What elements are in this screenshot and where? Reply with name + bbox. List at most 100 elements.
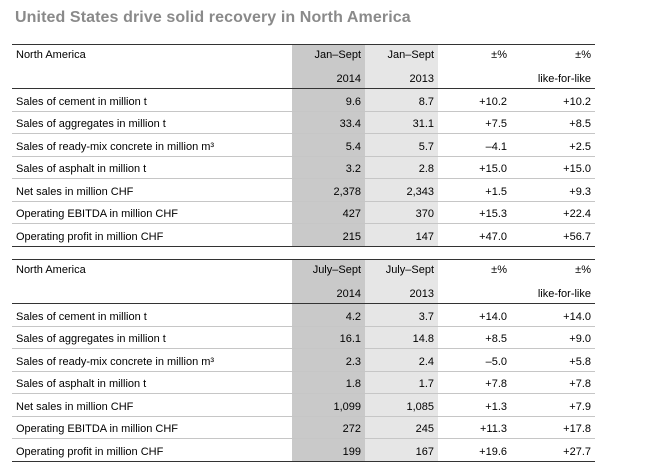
table-row: Sales of asphalt in million t 1.8 1.7 +7.8 +…	[12, 371, 595, 394]
value-2014: 3.2	[292, 156, 365, 179]
table-july-sept: North America July–Sept July–Sept ±% ±% 2014 2…	[12, 259, 595, 462]
row-label: Operating EBITDA in million CHF	[12, 201, 292, 224]
value-2013: 2.4	[365, 348, 438, 372]
value-2013: 2.8	[365, 156, 438, 179]
col-lfl-change-label: ±%	[511, 44, 595, 67]
table-row: Operating EBITDA in million CHF 427 370 +15…	[12, 201, 595, 224]
region-label: North America	[12, 259, 292, 282]
col-2014-year: 2014	[292, 281, 365, 304]
row-label: Operating EBITDA in million CHF	[12, 416, 292, 439]
table-row: Sales of aggregates in million t 16.1 14.8…	[12, 326, 595, 349]
value-lfl-change: +27.7	[511, 438, 595, 462]
value-2014: 16.1	[292, 326, 365, 349]
value-lfl-change: +9.3	[511, 178, 595, 202]
col-lfl-change-label: ±%	[511, 259, 595, 282]
value-2014: 4.2	[292, 303, 365, 327]
value-2014: 2,378	[292, 178, 365, 202]
value-change: +15.0	[438, 156, 511, 179]
col-change-label: ±%	[438, 259, 511, 282]
value-2013: 167	[365, 438, 438, 462]
row-label: Sales of cement in million t	[12, 88, 292, 112]
value-2013: 370	[365, 201, 438, 224]
col-lfl-sub: like-for-like	[511, 281, 595, 304]
value-change: +1.5	[438, 178, 511, 202]
value-2014: 9.6	[292, 88, 365, 112]
value-change: +11.3	[438, 416, 511, 439]
row-label: Net sales in million CHF	[12, 393, 292, 417]
value-lfl-change: +7.9	[511, 393, 595, 417]
col-change-sub	[438, 66, 511, 89]
col-change-sub	[438, 281, 511, 304]
table-row: Net sales in million CHF 1,099 1,085 +1.3 +7…	[12, 393, 595, 417]
value-2014: 427	[292, 201, 365, 224]
col-2013-period: Jan–Sept	[365, 44, 438, 67]
col-change-label: ±%	[438, 44, 511, 67]
value-lfl-change: +5.8	[511, 348, 595, 372]
row-label: Operating profit in million CHF	[12, 438, 292, 462]
row-label: Operating profit in million CHF	[12, 223, 292, 247]
value-change: +10.2	[438, 88, 511, 112]
value-lfl-change: +7.8	[511, 371, 595, 394]
col-2013-year: 2013	[365, 281, 438, 304]
table-row: Sales of ready-mix concrete in million m…	[12, 133, 595, 157]
value-2014: 215	[292, 223, 365, 247]
row-label: Sales of asphalt in million t	[12, 371, 292, 394]
header-row: North America July–Sept July–Sept ±% ±%	[12, 259, 595, 282]
col-lfl-sub: like-for-like	[511, 66, 595, 89]
value-2013: 3.7	[365, 303, 438, 327]
row-label: Sales of asphalt in million t	[12, 156, 292, 179]
col-2014-year: 2014	[292, 66, 365, 89]
value-2014: 1,099	[292, 393, 365, 417]
table-row: Sales of asphalt in million t 3.2 2.8 +15.0…	[12, 156, 595, 179]
value-change: +7.8	[438, 371, 511, 394]
value-lfl-change: +22.4	[511, 201, 595, 224]
col-2013-year: 2013	[365, 66, 438, 89]
value-lfl-change: +10.2	[511, 88, 595, 112]
row-label: Sales of cement in million t	[12, 303, 292, 327]
table-row: Sales of cement in million t 9.6 8.7 +10.2 +…	[12, 88, 595, 112]
row-label: Sales of aggregates in million t	[12, 326, 292, 349]
value-2013: 147	[365, 223, 438, 247]
table-row: Operating profit in million CHF 199 167 +19…	[12, 438, 595, 462]
value-2013: 245	[365, 416, 438, 439]
table-row: Operating EBITDA in million CHF 272 245 +11…	[12, 416, 595, 439]
value-lfl-change: +17.8	[511, 416, 595, 439]
value-lfl-change: +2.5	[511, 133, 595, 157]
row-label: Sales of aggregates in million t	[12, 111, 292, 134]
col-2014-period: Jan–Sept	[292, 44, 365, 67]
value-2014: 1.8	[292, 371, 365, 394]
value-lfl-change: +14.0	[511, 303, 595, 327]
header-row: 2014 2013 like-for-like	[12, 281, 595, 304]
value-2014: 199	[292, 438, 365, 462]
value-change: +1.3	[438, 393, 511, 417]
value-lfl-change: +56.7	[511, 223, 595, 247]
value-change: –5.0	[438, 348, 511, 372]
table-row: Net sales in million CHF 2,378 2,343 +1.5 +9…	[12, 178, 595, 202]
table-row: Sales of aggregates in million t 33.4 31.1…	[12, 111, 595, 134]
value-2013: 2,343	[365, 178, 438, 202]
table-row: Sales of cement in million t 4.2 3.7 +14.0 +…	[12, 303, 595, 327]
value-2013: 8.7	[365, 88, 438, 112]
value-lfl-change: +8.5	[511, 111, 595, 134]
row-label: Sales of ready-mix concrete in million m…	[12, 348, 292, 372]
value-2013: 5.7	[365, 133, 438, 157]
value-change: +47.0	[438, 223, 511, 247]
value-2014: 33.4	[292, 111, 365, 134]
row-label: Net sales in million CHF	[12, 178, 292, 202]
value-change: +19.6	[438, 438, 511, 462]
col-2013-period: July–Sept	[365, 259, 438, 282]
value-change: +7.5	[438, 111, 511, 134]
page-title: United States drive solid recovery in No…	[15, 9, 411, 26]
value-2013: 1.7	[365, 371, 438, 394]
header-row: 2014 2013 like-for-like	[12, 66, 595, 89]
value-change: +15.3	[438, 201, 511, 224]
header-spacer	[12, 281, 292, 304]
value-change: –4.1	[438, 133, 511, 157]
table-row: Operating profit in million CHF 215 147 +47…	[12, 223, 595, 247]
header-spacer	[12, 66, 292, 89]
region-label: North America	[12, 44, 292, 67]
value-lfl-change: +9.0	[511, 326, 595, 349]
value-2014: 2.3	[292, 348, 365, 372]
header-row: North America Jan–Sept Jan–Sept ±% ±%	[12, 44, 595, 67]
row-label: Sales of ready-mix concrete in million m…	[12, 133, 292, 157]
